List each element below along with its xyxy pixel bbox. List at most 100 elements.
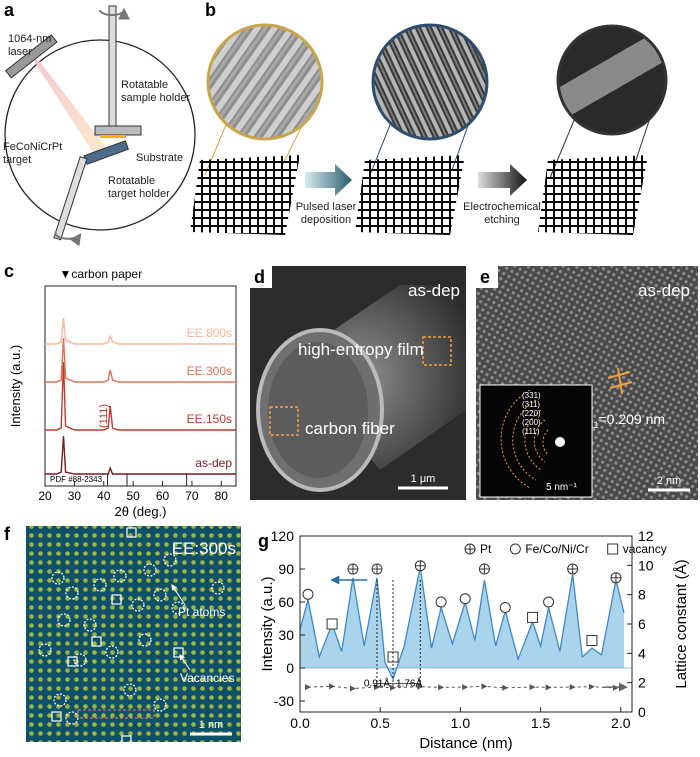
rotation-arrow — [99, 7, 130, 20]
y2-tick-label: 2 — [638, 675, 646, 691]
ring-label: (331) — [522, 391, 541, 400]
lattice-point — [481, 683, 488, 690]
marker-shape — [586, 635, 598, 646]
chamber — [4, 39, 196, 231]
ring-label: (220) — [522, 409, 541, 418]
y2-tick-label: 6 — [638, 616, 646, 632]
series-label: EE.800s — [187, 326, 232, 340]
lattice-point — [529, 684, 536, 691]
label: etching — [484, 214, 519, 226]
legend-symbol — [464, 543, 476, 555]
marker-shape — [326, 618, 338, 630]
x-tick-label: 20 — [38, 489, 52, 503]
x-tick-label: 30 — [68, 489, 82, 503]
scale-label: 1 μm — [411, 473, 436, 485]
x-tick-label: 1.5 — [531, 715, 551, 731]
mesh — [538, 155, 648, 235]
label: FeCoNiCrPt — [3, 141, 62, 153]
target-shaft — [53, 156, 88, 241]
annotation: 0.91Å — [364, 676, 390, 689]
label: laser — [8, 46, 32, 58]
annotation: ▼carbon paper — [60, 267, 143, 281]
marker — [567, 563, 579, 575]
y-axis-label: Intensity (a.u.) — [259, 576, 276, 671]
label: Substrate — [136, 152, 183, 164]
substrate — [100, 135, 126, 138]
condition: EE:300s — [172, 539, 236, 558]
y-axis-label: Intensity (a.u.) — [8, 345, 23, 427]
marker-cross — [610, 572, 621, 583]
panel-letter: f — [4, 524, 11, 544]
y2-axis-label: Lattice constant (Å) — [673, 559, 690, 688]
x-tick-label: 70 — [185, 489, 199, 503]
ring-label: (111) — [522, 427, 540, 436]
laser — [4, 34, 58, 79]
label: Rotatable — [121, 79, 168, 91]
label: Pulsed laser — [296, 201, 357, 213]
legend-label: Pt — [480, 542, 492, 556]
lattice-point — [373, 684, 380, 691]
marker-cross — [371, 564, 382, 574]
marker-cross — [465, 544, 475, 554]
laser-beam — [30, 55, 108, 157]
marker-shape — [527, 611, 539, 623]
annotation: 1.76Å — [396, 676, 422, 689]
ring-label: (200) — [522, 418, 541, 427]
series-label: as-dep — [195, 456, 232, 470]
xrd-curve — [45, 317, 236, 345]
y2-tick-label: 0 — [638, 704, 646, 720]
legend-symbol — [509, 543, 521, 555]
legend-label: Fe/Co/Ni/Cr — [525, 542, 588, 556]
legend-label: vacancy — [623, 542, 667, 556]
inset-scale: 5 nm⁻¹ — [546, 482, 578, 493]
label: high-entropy film — [298, 340, 424, 359]
sample-holder — [94, 125, 142, 136]
lattice-point — [462, 684, 469, 691]
marker-shape — [302, 588, 314, 600]
y-tick-label: 90 — [278, 561, 294, 577]
scale-label: 1 nm — [199, 719, 223, 731]
marker — [543, 596, 555, 608]
panel-a: a 1064-nm laser Rotatable sample holder … — [3, 0, 196, 247]
lattice-point — [390, 684, 397, 691]
y2-tick-label: 8 — [638, 587, 646, 603]
x-axis-label: Distance (nm) — [419, 735, 512, 752]
y-tick-label: -30 — [274, 693, 294, 709]
marker — [586, 635, 598, 646]
y-tick-label: 120 — [271, 528, 295, 544]
panel-letter: c — [4, 261, 14, 281]
marker — [371, 563, 383, 575]
panel-letter: d — [254, 267, 265, 287]
panel-f: f EE:300s Pt atoms Vacancies 1 nm — [4, 524, 241, 746]
y-tick-label: 0 — [286, 660, 294, 676]
marker-cross — [567, 564, 578, 574]
marker — [414, 560, 426, 572]
marker — [478, 563, 490, 575]
y2-tick-label: 12 — [638, 528, 654, 544]
label: carbon fiber — [305, 419, 395, 438]
label: Rotatable — [108, 175, 155, 187]
y2-tick-label: 4 — [638, 645, 646, 661]
label: deposition — [301, 214, 351, 226]
panel-letter: e — [480, 267, 490, 287]
marker-shape — [607, 543, 619, 555]
panel-letter: a — [4, 0, 15, 20]
label: target holder — [108, 188, 170, 200]
plot-frame — [44, 285, 237, 487]
scale-label: 2 nm — [657, 475, 681, 487]
marker — [610, 572, 622, 584]
mesh — [190, 155, 300, 235]
series-label: EE.300s — [187, 364, 232, 378]
x-tick-label: 0.0 — [290, 715, 310, 731]
area-fill — [300, 566, 624, 679]
sample-shaft — [108, 5, 117, 129]
panel-letter: b — [205, 0, 216, 20]
marker-shape — [509, 543, 521, 555]
x-tick-label: 0.5 — [370, 715, 390, 731]
arrow — [478, 164, 527, 196]
marker — [302, 588, 314, 600]
condition: as-dep — [638, 281, 690, 300]
panel-b: b Pulsed laser deposition Electrochemica… — [190, 0, 668, 235]
y2-tick-label: 10 — [638, 557, 654, 573]
